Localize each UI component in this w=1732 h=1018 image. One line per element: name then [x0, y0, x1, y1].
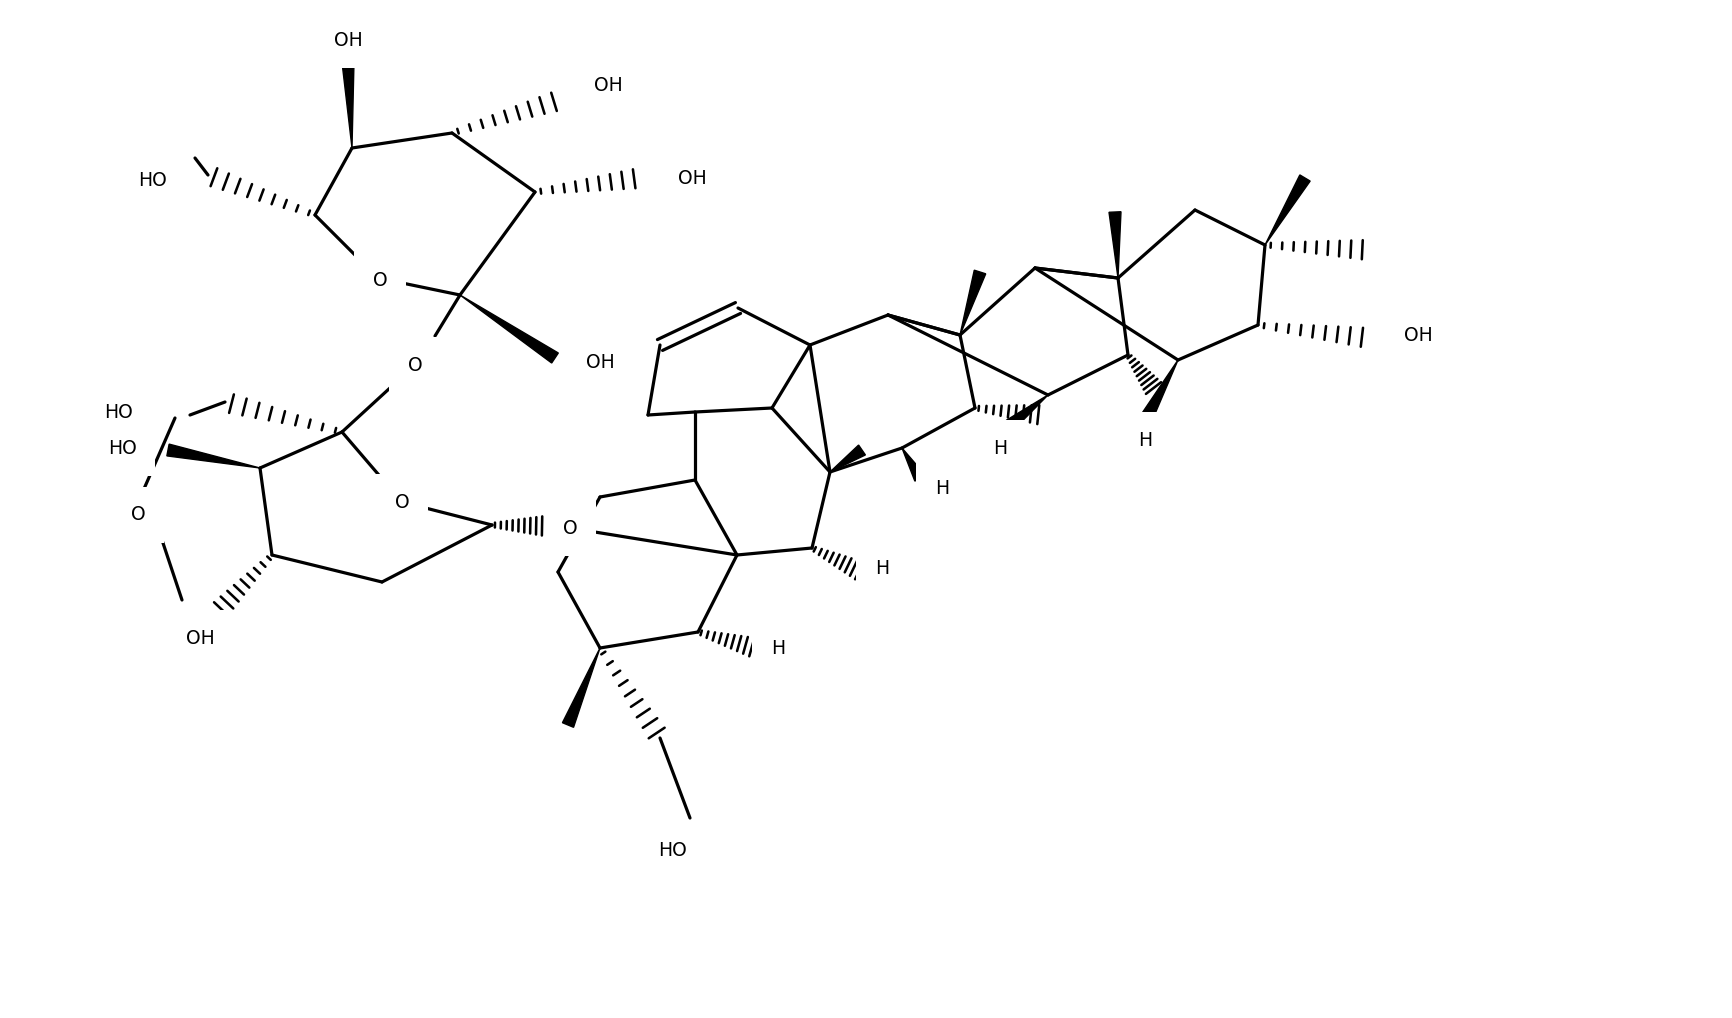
Polygon shape: [1264, 175, 1309, 245]
Text: O: O: [372, 271, 386, 289]
Polygon shape: [1141, 360, 1178, 417]
Polygon shape: [459, 295, 558, 363]
Text: O: O: [563, 518, 577, 538]
Text: O: O: [395, 493, 409, 511]
Polygon shape: [960, 270, 986, 335]
Text: OH: OH: [185, 628, 215, 647]
Text: OH: OH: [1403, 326, 1432, 344]
Text: HO: HO: [104, 402, 132, 421]
Polygon shape: [166, 444, 260, 468]
Polygon shape: [901, 448, 925, 482]
Polygon shape: [1108, 212, 1121, 278]
Polygon shape: [1006, 395, 1048, 430]
Text: H: H: [875, 559, 889, 577]
Text: H: H: [771, 638, 785, 658]
Text: H: H: [934, 478, 949, 498]
Text: H: H: [1138, 431, 1152, 450]
Text: HO: HO: [656, 841, 686, 859]
Polygon shape: [563, 648, 599, 727]
Polygon shape: [341, 62, 353, 148]
Text: OH: OH: [585, 352, 615, 372]
Text: HO: HO: [137, 170, 166, 189]
Text: HO: HO: [107, 439, 137, 457]
Text: OH: OH: [594, 75, 622, 95]
Text: OH: OH: [677, 169, 707, 187]
Text: O: O: [407, 355, 423, 375]
Text: OH: OH: [334, 31, 362, 50]
Text: O: O: [130, 506, 145, 524]
Text: H: H: [992, 439, 1006, 457]
Polygon shape: [830, 445, 864, 472]
